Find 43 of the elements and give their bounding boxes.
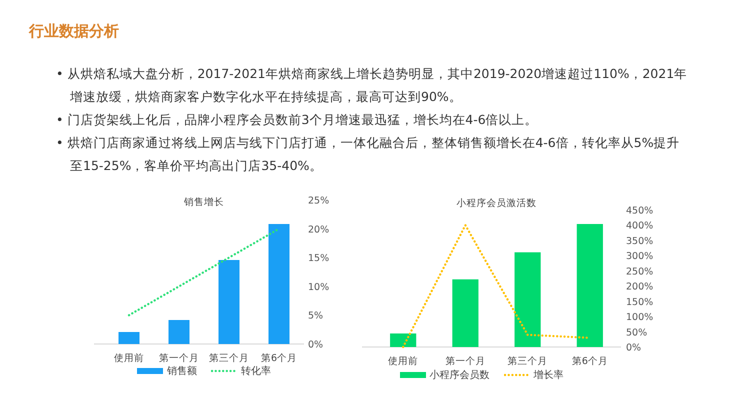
line-series (128, 228, 280, 316)
legend-label: 小程序会员数 (430, 368, 490, 382)
bar (514, 252, 541, 347)
y-tick-label: 50% (626, 327, 648, 338)
text: • 门店货架线上化后，品牌小程序会员数前3个月增速最迅猛，增长均在4-6倍以上。 (56, 111, 539, 129)
x-tick-label: 第一个月 (159, 352, 199, 364)
chart-title: 小程序会员激活数 (456, 197, 536, 209)
x-tick-label: 使用前 (114, 352, 144, 364)
y-tick-label: 200% (626, 282, 654, 293)
legend-label: 转化率 (241, 364, 271, 378)
y-tick-label: 350% (626, 236, 654, 247)
bar (218, 260, 240, 344)
text: • 烘焙门店商家通过将线上网店与线下门店打通，一体化融合后，整体销售额增长在4-6倍，转化率从5%提升至15-25%，客单价平均高出门店35-40%。 (56, 134, 681, 175)
y-tick-label: 5% (308, 310, 324, 322)
x-tick-label: 使用前 (388, 355, 418, 367)
x-tick-label: 第一个月 (445, 355, 486, 367)
y-tick-label: 25% (308, 196, 330, 206)
bar (452, 279, 478, 347)
y-tick-label: 450% (626, 206, 654, 216)
legend-label: 增长率 (534, 368, 564, 382)
x-tick-label: 第6个月 (572, 355, 608, 367)
y-tick-label: 250% (626, 266, 654, 278)
text: • 从烘焙私域大盘分析，2017-2021年烘焙商家线上增长趋势明显，其中2019-2020增速超过110%，2021年增速放缓，烘焙商家客户数字化水平在持续提高，最高可达到90%。 (56, 65, 688, 106)
bar (576, 224, 603, 347)
legend-label: 销售额 (167, 364, 197, 378)
y-tick-label: 0% (626, 342, 642, 354)
bar (118, 332, 140, 344)
text: 行业数据分析 (29, 22, 119, 41)
x-tick-label: 第三个月 (508, 355, 548, 367)
y-tick-label: 15% (308, 253, 330, 264)
bar (168, 320, 190, 344)
chart-title: 销售增长 (183, 196, 224, 208)
y-tick-label: 10% (308, 282, 330, 293)
y-tick-label: 20% (308, 224, 330, 236)
y-tick-label: 0% (308, 340, 324, 350)
x-tick-label: 第6个月 (260, 352, 298, 364)
bar (268, 224, 290, 344)
bar (390, 333, 416, 347)
y-tick-label: 300% (626, 251, 654, 262)
x-tick-label: 第三个月 (209, 352, 249, 364)
y-tick-label: 100% (626, 312, 654, 324)
y-tick-label: 400% (626, 220, 654, 232)
y-tick-label: 150% (626, 296, 654, 308)
